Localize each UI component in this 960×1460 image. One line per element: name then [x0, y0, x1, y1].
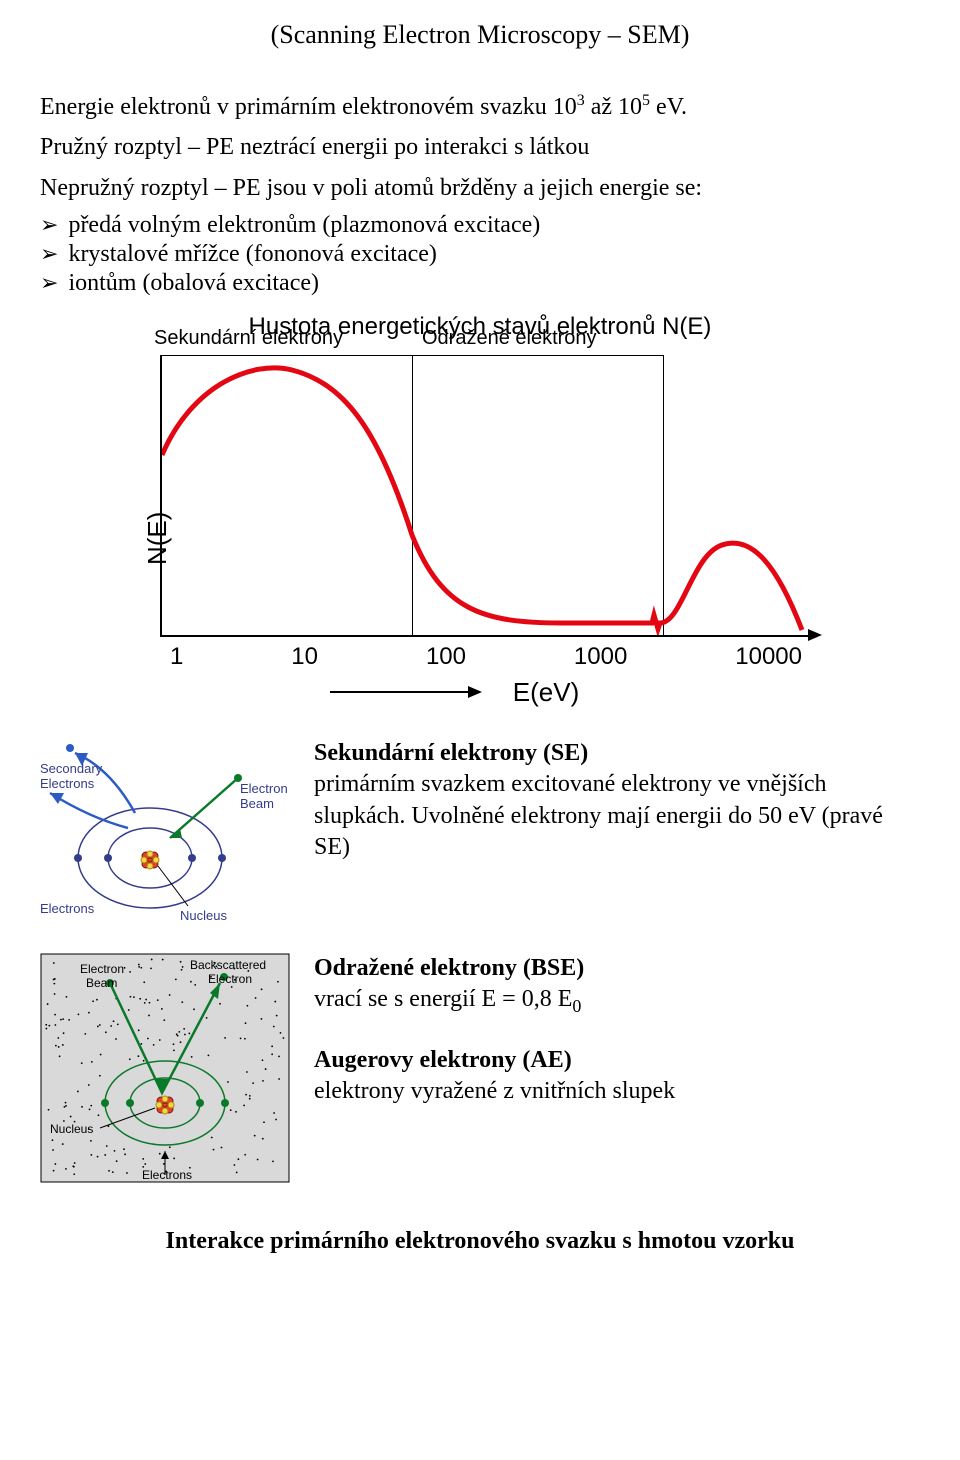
secondary-electrons-diagram: Secondary Electrons Electron Beam Nucleu… — [40, 738, 290, 935]
bse-body-sub: 0 — [572, 996, 581, 1016]
chart-xtick: 1000 — [574, 643, 627, 671]
diagram-label: Beam — [86, 976, 117, 990]
intro-sup-2: 5 — [642, 92, 650, 109]
chart-curve — [162, 355, 812, 635]
diagram-label: Backscattered — [190, 958, 266, 972]
bullet-item: ➢ předá volným elektronům (plazmonová exc… — [40, 212, 920, 239]
chart-xticks: 1 10 100 1000 10000 — [160, 643, 812, 671]
elastic-line: Pružný rozptyl – PE neztrácí energii po … — [40, 131, 920, 163]
intro-text-1: Energie elektronů v primárním elektronov… — [40, 94, 577, 120]
se-head: Sekundární elektrony (SE) — [314, 740, 588, 766]
intro-sup-1: 3 — [577, 92, 585, 109]
ae-body: elektrony vyražené z vnitřních slupek — [314, 1078, 675, 1104]
intro-text-3: eV. — [650, 94, 687, 120]
chart-xtick: 100 — [426, 643, 466, 671]
bullet-item: ➢ iontům (obalová excitace) — [40, 270, 920, 297]
diagram-label: Electrons — [142, 1168, 192, 1182]
density-chart: Hustota energetických stavů elektronů N(… — [110, 313, 850, 708]
chevron-right-icon: ➢ — [40, 241, 58, 267]
bse-head: Odražené elektrony (BSE) — [314, 955, 584, 981]
chevron-right-icon: ➢ — [40, 212, 58, 238]
bullet-list: ➢ předá volným elektronům (plazmonová exc… — [40, 212, 920, 297]
chart-region-label: Sekundární elektrony — [154, 327, 343, 350]
chart-region-label: Odražené elektrony — [422, 327, 597, 350]
chart-xtick: 10 — [291, 643, 318, 671]
bse-ae-description: Odražené elektrony (BSE) vrací se s ener… — [314, 953, 920, 1107]
bse-body-pre: vrací se s energií E = 0,8 E — [314, 986, 572, 1012]
diagram-label: Electron — [240, 781, 288, 796]
bullet-item: ➢ krystalové mřížce (fononová excitace) — [40, 241, 920, 268]
se-description: Sekundární elektrony (SE) primárním svaz… — [314, 738, 920, 863]
ae-head: Augerovy elektrony (AE) — [314, 1047, 572, 1073]
inelastic-line: Nepružný rozptyl – PE jsou v poli atomů … — [40, 172, 920, 204]
diagram-label: Nucleus — [50, 1122, 93, 1136]
backscattered-diagram: Electron Beam Backscattered Electron Nuc… — [40, 953, 290, 1190]
diagram-label: Electrons — [40, 776, 95, 791]
chart-arrowhead-icon — [808, 629, 822, 641]
chart-plot-area: Sekundární elektrony Odražené elektrony — [160, 355, 812, 637]
chart-xtick: 10000 — [735, 643, 802, 671]
bullet-text: předá volným elektronům (plazmonová exci… — [68, 212, 540, 239]
bullet-text: iontům (obalová excitace) — [68, 270, 319, 297]
chevron-right-icon: ➢ — [40, 270, 58, 296]
chart-xlabel-arrow-icon — [330, 691, 480, 693]
page-title: (Scanning Electron Microscopy – SEM) — [40, 20, 920, 50]
chart-xlabel: E(eV) — [513, 677, 579, 707]
diagram-label: Secondary — [40, 761, 103, 776]
bullet-text: krystalové mřížce (fononová excitace) — [68, 241, 436, 268]
intro-line: Energie elektronů v primárním elektronov… — [40, 90, 920, 123]
chart-xtick: 1 — [170, 643, 183, 671]
se-row: Secondary Electrons Electron Beam Nucleu… — [40, 738, 920, 935]
intro-text-2: až 10 — [585, 94, 642, 120]
diagram-label: Electron — [80, 962, 124, 976]
se-body: primárním svazkem excitované elektrony v… — [314, 771, 883, 859]
diagram-label: Nucleus — [180, 908, 227, 923]
diagram-label: Beam — [240, 796, 274, 811]
footer-caption: Interakce primárního elektronového svazk… — [40, 1228, 920, 1255]
bse-ae-row: Electron Beam Backscattered Electron Nuc… — [40, 953, 920, 1190]
diagram-label: Electrons — [40, 901, 95, 916]
diagram-label: Electron — [208, 972, 252, 986]
